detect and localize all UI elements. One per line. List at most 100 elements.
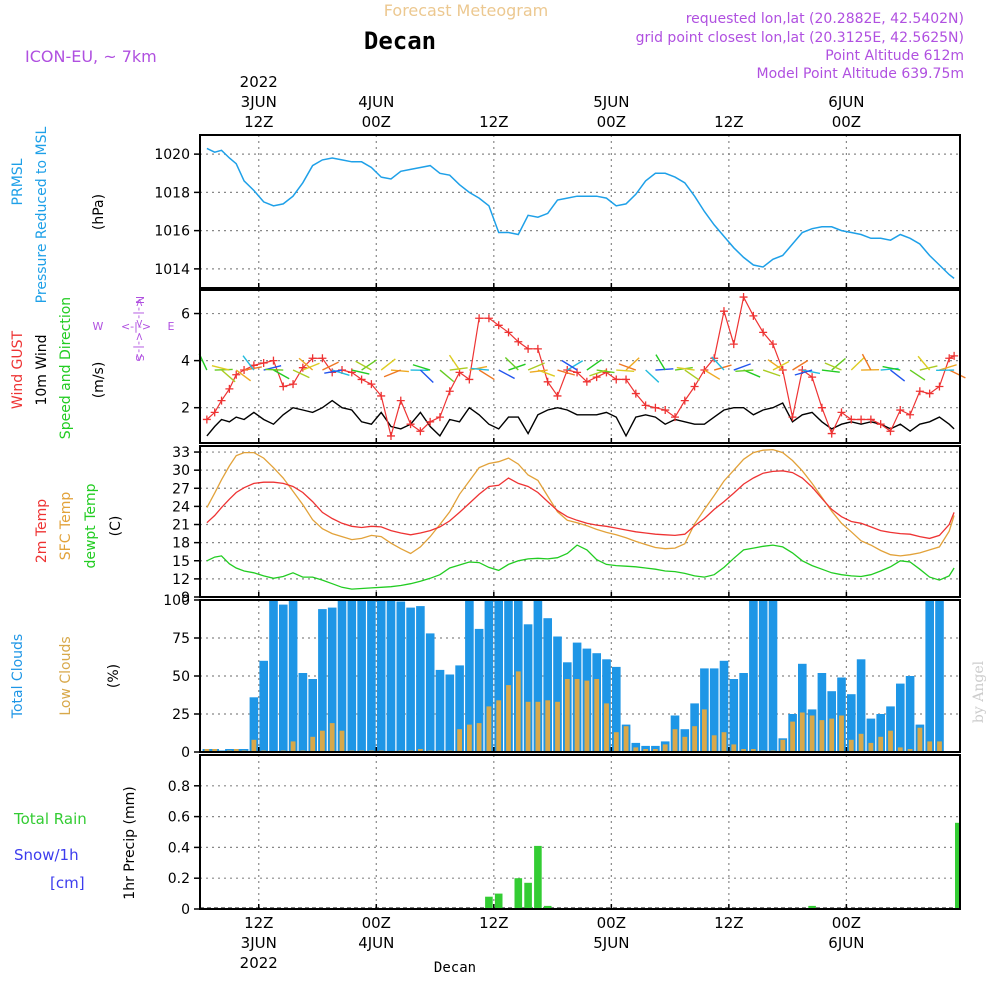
compass-north: N <box>133 296 146 304</box>
gust-marker <box>298 363 307 372</box>
panel-frame-precip <box>199 754 961 910</box>
wind-direction-arrow <box>909 369 926 381</box>
low-cloud-bar <box>741 749 746 752</box>
total-cloud-bar <box>376 600 386 752</box>
total-cloud-bar <box>768 600 778 752</box>
gust-marker <box>631 389 640 398</box>
precip-bar <box>543 905 552 909</box>
ytick-label-temperature: 15 <box>172 554 190 570</box>
top-time-label: 00Z <box>597 113 626 131</box>
low-cloud-bar <box>310 736 316 752</box>
low-cloud-bar <box>594 679 600 752</box>
gust-marker <box>710 354 719 363</box>
low-cloud-bar <box>897 747 903 752</box>
pressure-panel-labels: PRMSL Pressure Reduced to MSL (hPa) <box>10 126 107 303</box>
low-cloud-bar <box>917 727 923 752</box>
wind-direction-arrow <box>948 369 966 379</box>
gust-marker <box>759 328 768 337</box>
bottom-time-label: 12Z <box>244 914 273 932</box>
top-time-label: 12Z <box>244 113 273 131</box>
gust-marker <box>308 354 317 363</box>
dewpt-temp-line <box>206 544 955 590</box>
total-cloud-bar <box>357 600 366 752</box>
bottom-time-label: 00Z <box>362 914 391 932</box>
gust-marker <box>817 403 826 412</box>
wind-direction-arrow <box>478 369 495 381</box>
t2m-label: 2m Temp <box>34 499 50 563</box>
wind-compass: N <-|-> W <-|-> E <-|-> S <box>93 296 175 362</box>
low-cloud-bar <box>907 749 913 752</box>
wind-gust-label: Wind GUST <box>10 330 26 409</box>
total-cloud-bar <box>465 600 474 752</box>
gust-marker <box>543 377 552 386</box>
low-cloud-bar <box>643 749 648 752</box>
total-cloud-bar <box>416 606 425 752</box>
wind-direction-arrow <box>448 354 461 371</box>
wind-direction-arrow <box>361 359 377 371</box>
ytick-label-pressure: 1018 <box>154 185 190 201</box>
low-cloud-bar <box>633 747 639 752</box>
wind-direction-arrow <box>711 356 725 371</box>
snow-unit-label: [cm] <box>50 874 85 892</box>
top-time-label: 2022 <box>240 73 278 91</box>
gust-marker <box>896 406 905 415</box>
total-cloud-bar <box>719 660 729 752</box>
ytick-label-temperature: 27 <box>172 481 190 497</box>
wind-direction-arrow <box>242 355 255 371</box>
panel-frame-temperature <box>199 445 961 598</box>
gust-marker <box>289 380 298 389</box>
watermark: by Angel <box>971 660 987 723</box>
wind-direction-arrow <box>589 369 607 377</box>
gust-marker <box>494 321 503 330</box>
low-cloud-bar <box>780 739 786 752</box>
wind-direction-arrow <box>508 363 526 371</box>
wind-direction-arrow <box>566 360 584 371</box>
total-cloud-bar <box>905 676 915 752</box>
total-clouds-label: Total Clouds <box>10 634 26 719</box>
total-cloud-bar <box>533 600 543 752</box>
precip-bar <box>808 905 816 909</box>
gust-marker <box>768 340 777 349</box>
gust-marker <box>935 382 944 391</box>
low-cloud-bar <box>251 739 257 752</box>
gust-marker <box>475 314 484 323</box>
total-cloud-bar <box>484 600 494 752</box>
gust-marker <box>210 408 219 417</box>
precip-bar <box>514 878 523 909</box>
low-cloud-bar <box>574 679 580 752</box>
precip-bar <box>524 882 532 909</box>
wind-direction-arrow <box>469 365 488 371</box>
wind-direction-arrow <box>616 369 635 372</box>
gust-marker <box>484 314 493 323</box>
total-cloud-bar <box>837 677 846 752</box>
wind-direction-arrow <box>850 357 865 371</box>
gust-marker <box>778 366 787 375</box>
pressure-msl-label: Pressure Reduced to MSL <box>34 126 50 303</box>
gust-marker <box>788 413 797 422</box>
ytick-label-precip: 0.2 <box>168 871 190 887</box>
gust-marker <box>661 406 670 415</box>
total-cloud-bar <box>866 718 876 752</box>
wind-direction-arrow <box>917 355 931 371</box>
wind-direction-arrow <box>586 359 603 371</box>
low-cloud-bar <box>662 744 668 752</box>
low-cloud-bar <box>584 680 590 752</box>
ytick-label-temperature: 12 <box>172 572 190 588</box>
wind-direction-arrow <box>214 368 233 371</box>
low-cloud-bar <box>545 700 551 752</box>
low-cloud-bar <box>564 679 570 752</box>
top-time-label: 00Z <box>362 113 391 131</box>
ytick-label-temperature: 33 <box>172 445 190 461</box>
total-cloud-bar <box>318 609 327 752</box>
wind-direction-arrow <box>324 369 343 374</box>
wind-direction-arrow <box>684 369 700 381</box>
super-title: Forecast Meteogram <box>384 1 548 20</box>
low-cloud-bar <box>212 749 218 752</box>
total-cloud-bar <box>386 600 396 752</box>
wind-direction-arrow <box>772 360 790 371</box>
total-cloud-bar <box>445 674 455 752</box>
gust-marker <box>950 351 959 360</box>
wind-direction-arrow <box>504 357 519 371</box>
low-cloud-bar <box>858 733 864 752</box>
